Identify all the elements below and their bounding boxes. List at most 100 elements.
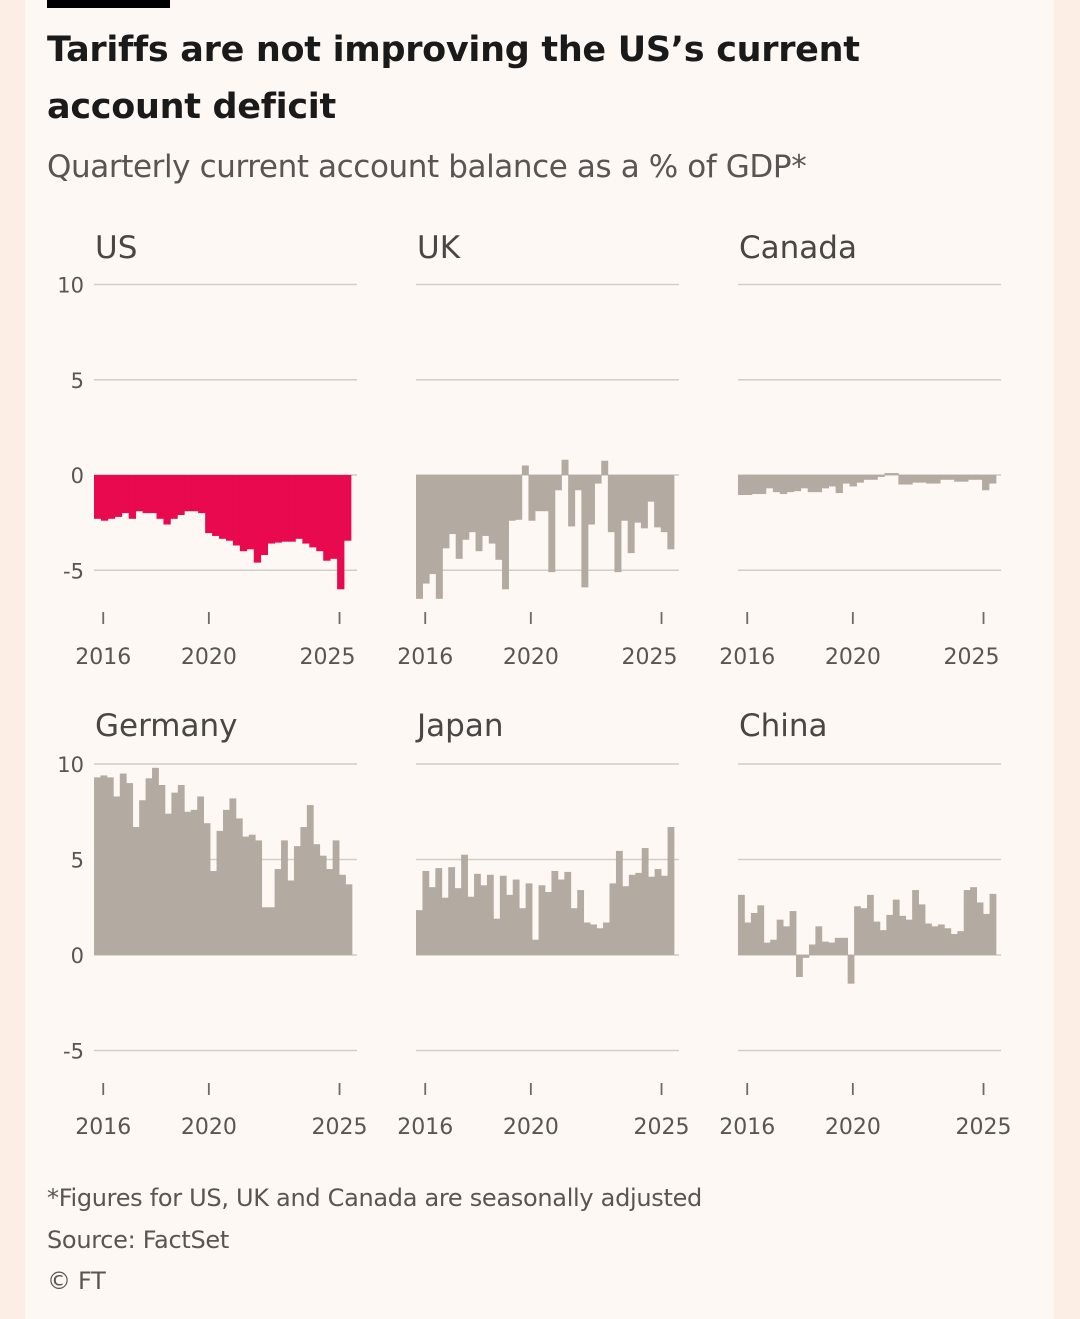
y-tick-label: 0 bbox=[71, 944, 84, 968]
bar-uk bbox=[495, 475, 503, 560]
bar-china bbox=[821, 941, 829, 955]
bar-uk bbox=[667, 475, 675, 550]
bar-china bbox=[841, 937, 848, 955]
bar-germany bbox=[223, 809, 230, 955]
bar-japan bbox=[564, 871, 572, 955]
bar-germany bbox=[210, 870, 217, 955]
bar-japan bbox=[493, 918, 501, 955]
bar-canada bbox=[863, 475, 871, 480]
x-tick-label: 2020 bbox=[503, 1115, 559, 1140]
bar-germany bbox=[313, 844, 321, 955]
bar-us bbox=[225, 475, 234, 541]
bar-japan bbox=[628, 874, 636, 955]
bar-canada bbox=[772, 475, 781, 493]
bar-uk bbox=[482, 475, 490, 536]
bar-us bbox=[288, 475, 296, 542]
bar-japan bbox=[428, 887, 436, 955]
bar-japan bbox=[461, 854, 468, 956]
bar-germany bbox=[126, 783, 134, 955]
bar-us bbox=[114, 475, 123, 517]
bar-us bbox=[253, 475, 262, 563]
bar-uk bbox=[640, 475, 648, 529]
bar-canada bbox=[765, 475, 774, 489]
bar-germany bbox=[203, 823, 211, 955]
bar-germany bbox=[339, 874, 346, 955]
bar-germany bbox=[100, 775, 108, 955]
bar-us bbox=[100, 475, 109, 521]
bar-us bbox=[281, 475, 289, 542]
bar-germany bbox=[332, 840, 340, 955]
bar-china bbox=[899, 915, 907, 956]
bar-canada bbox=[821, 475, 829, 489]
bar-china bbox=[847, 955, 855, 984]
bar-china bbox=[744, 922, 752, 955]
bar-china bbox=[789, 911, 797, 955]
bar-japan bbox=[474, 873, 481, 956]
bar-uk bbox=[574, 475, 582, 491]
bar-us bbox=[156, 475, 164, 519]
bar-canada bbox=[744, 475, 753, 495]
bar-us bbox=[309, 475, 317, 548]
bar-canada bbox=[738, 475, 746, 495]
bar-china bbox=[854, 906, 861, 955]
bar-china bbox=[950, 933, 958, 955]
bar-china bbox=[815, 926, 823, 955]
bar-germany bbox=[235, 818, 243, 955]
bar-japan bbox=[422, 870, 430, 955]
bar-japan bbox=[641, 848, 649, 955]
panel-title-germany: Germany bbox=[95, 708, 237, 744]
bar-germany bbox=[261, 907, 269, 955]
bar-japan bbox=[577, 890, 585, 955]
bar-germany bbox=[132, 827, 140, 955]
bar-germany bbox=[242, 836, 250, 955]
bar-canada bbox=[800, 475, 809, 489]
bar-uk bbox=[488, 475, 496, 544]
bar-uk bbox=[660, 475, 668, 533]
bar-china bbox=[957, 931, 965, 956]
bar-germany bbox=[326, 869, 333, 955]
bar-germany bbox=[94, 777, 101, 955]
bar-japan bbox=[506, 894, 514, 956]
bar-canada bbox=[898, 475, 906, 485]
bar-uk bbox=[607, 475, 615, 533]
bar-japan bbox=[622, 886, 630, 955]
bar-china bbox=[834, 937, 842, 955]
bar-germany bbox=[177, 785, 185, 955]
bar-japan bbox=[590, 924, 597, 955]
bar-japan bbox=[654, 869, 662, 955]
y-tick-label: 0 bbox=[71, 464, 84, 488]
bar-china bbox=[918, 904, 926, 955]
bar-germany bbox=[197, 796, 204, 955]
bar-canada bbox=[828, 475, 836, 487]
bar-japan bbox=[454, 888, 462, 955]
bar-canada bbox=[926, 475, 934, 484]
bar-us bbox=[302, 475, 310, 544]
bar-germany bbox=[293, 846, 301, 955]
bar-uk bbox=[455, 475, 463, 559]
bar-china bbox=[976, 902, 984, 956]
bar-japan bbox=[615, 850, 623, 955]
bar-us bbox=[177, 475, 185, 516]
x-tick-label: 2016 bbox=[397, 1115, 453, 1140]
bar-china bbox=[925, 923, 932, 956]
bar-uk bbox=[521, 465, 529, 476]
x-tick-label: 2025 bbox=[622, 645, 678, 670]
bar-china bbox=[912, 890, 919, 955]
bar-us bbox=[135, 475, 143, 512]
y-tick-label: 5 bbox=[71, 849, 84, 873]
bar-japan bbox=[480, 885, 488, 955]
bar-us bbox=[260, 475, 268, 556]
bar-japan bbox=[512, 879, 520, 955]
bar-china bbox=[738, 894, 745, 956]
bar-us bbox=[232, 475, 241, 546]
bar-canada bbox=[870, 475, 878, 480]
footnote: *Figures for US, UK and Canada are seaso… bbox=[47, 1184, 702, 1212]
panel-title-canada: Canada bbox=[739, 230, 857, 266]
bar-us bbox=[128, 475, 137, 519]
x-tick-label: 2025 bbox=[956, 1115, 1012, 1140]
copyright: © FT bbox=[47, 1267, 106, 1295]
x-tick-label: 2016 bbox=[719, 1115, 775, 1140]
bar-us bbox=[170, 475, 178, 519]
bar-china bbox=[808, 944, 816, 956]
